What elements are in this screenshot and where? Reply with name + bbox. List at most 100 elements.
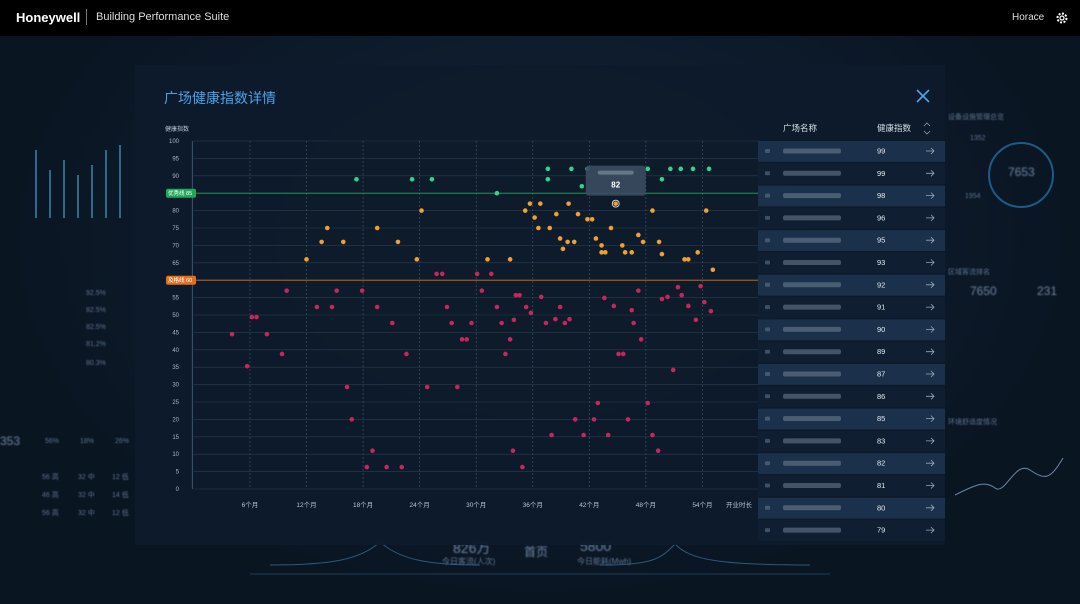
data-point — [374, 304, 380, 310]
row-arrow[interactable] — [926, 393, 935, 400]
data-point — [620, 243, 625, 248]
data-point — [682, 257, 687, 262]
y-tick-label: 25 — [172, 400, 179, 406]
name-blurred — [783, 215, 841, 221]
data-point — [374, 225, 380, 231]
data-point — [698, 283, 703, 289]
data-point — [334, 288, 339, 293]
data-point — [474, 271, 480, 277]
data-point — [650, 432, 655, 438]
separator — [86, 9, 87, 25]
data-point — [249, 314, 255, 320]
y-tick-label: 75 — [172, 226, 179, 232]
data-point — [513, 292, 519, 298]
data-point — [444, 304, 450, 310]
y-tick-label: 80 — [172, 209, 179, 215]
bg-title: 设备设施管理总览 — [948, 114, 1004, 121]
rank-blurred — [765, 327, 770, 332]
bg-title: 区域客流排名 — [948, 269, 990, 276]
data-point — [708, 308, 714, 314]
score: 98 — [877, 191, 885, 200]
table-row — [758, 341, 945, 363]
user-name[interactable]: Horace — [1012, 12, 1045, 23]
data-point — [344, 384, 350, 390]
row-arrow[interactable] — [926, 236, 935, 244]
data-point — [469, 320, 474, 326]
score: 99 — [877, 147, 885, 156]
data-point — [349, 417, 355, 422]
name-blurred — [783, 326, 841, 332]
score: 96 — [877, 213, 885, 222]
rank-blurred — [765, 505, 770, 510]
data-point — [510, 448, 516, 454]
row-arrow[interactable] — [926, 459, 935, 467]
data-point — [455, 384, 460, 390]
data-point — [678, 166, 684, 172]
data-point — [636, 288, 641, 293]
x-axis-label: 开业时长 — [726, 500, 753, 509]
row-arrow[interactable] — [926, 281, 935, 289]
data-point — [404, 351, 409, 357]
data-point — [314, 304, 320, 310]
row-arrow[interactable] — [926, 415, 935, 422]
data-point — [354, 176, 359, 182]
row-arrow[interactable] — [926, 192, 935, 199]
table-row — [758, 207, 945, 229]
rank-blurred — [765, 372, 770, 376]
table-row — [758, 520, 945, 541]
data-point — [659, 251, 665, 257]
y-tick-label: 20 — [172, 417, 179, 423]
bg-home[interactable]: 首页 — [524, 545, 549, 559]
bg-number: 7650 — [970, 284, 997, 298]
bg-row: 56 高 — [42, 474, 59, 481]
row-arrow[interactable] — [926, 348, 935, 355]
bg-ring: 56% — [45, 438, 60, 445]
score: 92 — [877, 280, 885, 289]
data-point — [284, 288, 290, 293]
bg-energy-label: 今日能耗(Mwh) — [577, 557, 632, 566]
y-tick-label: 45 — [172, 330, 179, 336]
data-point — [359, 288, 365, 293]
x-tick-label: 36个月 — [523, 501, 543, 509]
score: 85 — [877, 414, 885, 423]
data-point — [659, 176, 665, 182]
threshold-badge — [166, 275, 196, 285]
row-arrow[interactable] — [926, 370, 935, 378]
data-point — [613, 201, 619, 206]
row-arrow[interactable] — [926, 147, 935, 155]
row-arrow[interactable] — [926, 326, 935, 333]
rank-blurred — [765, 149, 770, 153]
data-point — [585, 217, 590, 222]
row-arrow[interactable] — [926, 482, 935, 489]
table-row — [758, 475, 945, 497]
tooltip-name-blurred — [597, 170, 634, 175]
data-point — [665, 294, 670, 300]
data-point — [645, 166, 651, 172]
data-point — [557, 304, 563, 310]
row-arrow[interactable] — [926, 214, 935, 222]
data-point — [693, 317, 699, 323]
data-point — [629, 307, 635, 313]
x-tick-label: 30个月 — [466, 501, 486, 509]
score: 82 — [877, 459, 885, 468]
bg-number: 1352 — [970, 135, 986, 142]
data-point — [538, 201, 543, 206]
data-point — [589, 217, 595, 222]
row-arrow[interactable] — [926, 504, 935, 512]
brand[interactable]: Honeywell — [16, 10, 81, 25]
row-arrow[interactable] — [926, 303, 935, 311]
row-arrow[interactable] — [926, 259, 935, 266]
row-arrow[interactable] — [926, 437, 935, 445]
row-arrow[interactable] — [926, 170, 935, 177]
highlight-ring — [611, 199, 620, 208]
data-point — [710, 267, 716, 273]
close-button[interactable] — [916, 89, 930, 103]
settings-icon[interactable] — [1055, 11, 1069, 25]
data-point — [702, 299, 707, 305]
tooltip-value: 82 — [611, 181, 620, 190]
name-blurred — [783, 527, 841, 533]
data-point — [562, 320, 568, 326]
data-point — [690, 166, 696, 172]
row-arrow[interactable] — [926, 526, 935, 534]
